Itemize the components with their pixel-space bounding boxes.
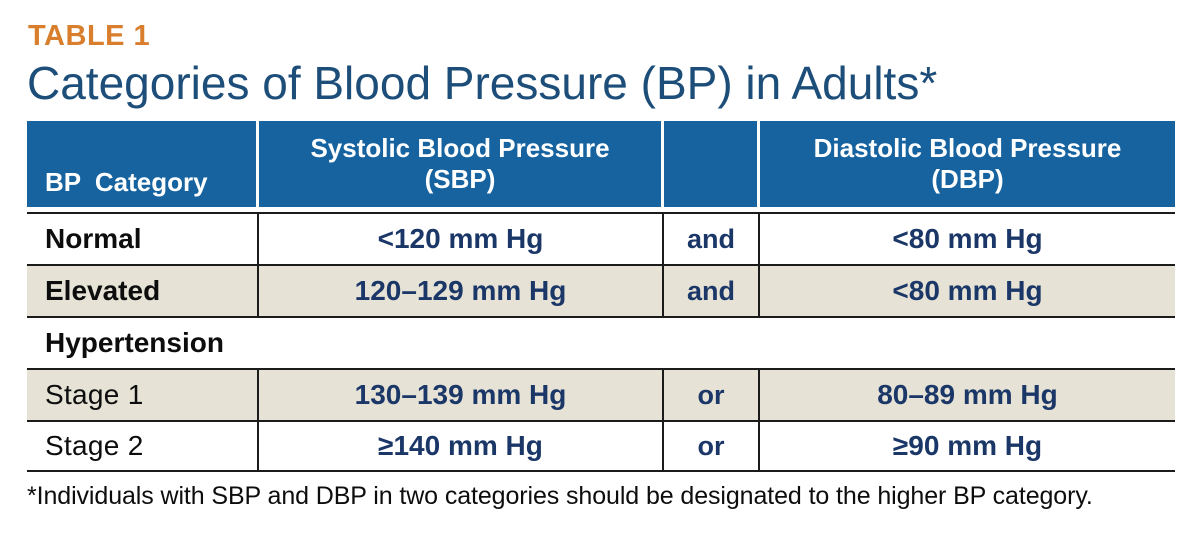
category-cell: Normal xyxy=(27,214,259,264)
dbp-value-cell: <80 mm Hg xyxy=(892,223,1043,254)
header-diastolic-line2: (DBP) xyxy=(931,164,1004,194)
category-cell: Stage 1 xyxy=(27,370,259,420)
header-diastolic-line1: Diastolic Blood Pressure xyxy=(813,133,1122,163)
conjunction-cell: or xyxy=(664,370,760,420)
header-systolic-line2: (SBP) xyxy=(424,164,496,194)
dbp-value-cell: 80–89 mm Hg xyxy=(877,379,1058,410)
header-systolic: Systolic Blood Pressure (SBP) xyxy=(259,121,664,207)
dbp-value-cell: ≥90 mm Hg xyxy=(892,430,1043,461)
conjunction-cell: and xyxy=(664,214,760,264)
header-gap xyxy=(27,207,1175,212)
conjunction-cell: or xyxy=(664,422,760,470)
conjunction-cell: and xyxy=(664,266,760,316)
dbp-value-cell: <80 mm Hg xyxy=(892,275,1043,306)
sbp-value-cell: 130–139 mm Hg xyxy=(259,370,664,420)
table-number-label: TABLE 1 xyxy=(28,20,151,52)
header-systolic-line1: Systolic Blood Pressure xyxy=(310,133,610,163)
table-row-hypertension: Hypertension xyxy=(27,316,1175,368)
sbp-value-cell: ≥140 mm Hg xyxy=(259,422,664,470)
header-diastolic: Diastolic Blood Pressure (DBP) xyxy=(760,121,1175,207)
blood-pressure-table: BP Category Systolic Blood Pressure (SBP… xyxy=(27,121,1175,472)
category-cell: Stage 2 xyxy=(27,422,259,470)
header-conjunction-spacer xyxy=(664,121,760,207)
table-row-normal: Normal <120 mm Hg and <80 mm Hg xyxy=(27,212,1175,264)
sbp-value-cell: 120–129 mm Hg xyxy=(259,266,664,316)
table-row-stage1: Stage 1 130–139 mm Hg or 80–89 mm Hg xyxy=(27,368,1175,420)
table-row-elevated: Elevated 120–129 mm Hg and <80 mm Hg xyxy=(27,264,1175,316)
category-cell: Elevated xyxy=(27,266,259,316)
table-row-stage2: Stage 2 ≥140 mm Hg or ≥90 mm Hg xyxy=(27,420,1175,472)
header-bp-category: BP Category xyxy=(27,121,259,207)
page-title: Categories of Blood Pressure (BP) in Adu… xyxy=(27,57,938,109)
category-cell: Hypertension xyxy=(45,327,224,358)
table-header-row: BP Category Systolic Blood Pressure (SBP… xyxy=(27,121,1175,207)
sbp-value-cell: <120 mm Hg xyxy=(259,214,664,264)
table-footnote: *Individuals with SBP and DBP in two cat… xyxy=(27,482,1093,510)
